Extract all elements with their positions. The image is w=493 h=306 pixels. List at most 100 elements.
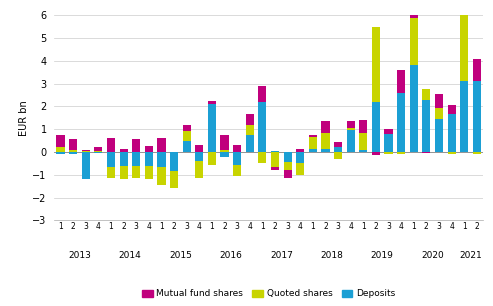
Bar <box>359 150 367 152</box>
Bar <box>385 134 392 152</box>
Bar <box>94 152 103 153</box>
Text: 2013: 2013 <box>68 251 91 260</box>
Bar <box>220 152 229 157</box>
Bar <box>435 119 443 152</box>
Bar <box>435 108 443 119</box>
Bar <box>94 147 103 151</box>
Bar <box>296 163 304 175</box>
Bar <box>473 58 481 81</box>
Bar <box>460 0 468 9</box>
Bar <box>220 150 229 152</box>
Bar <box>195 145 204 152</box>
Bar <box>195 161 204 178</box>
Bar <box>119 149 128 152</box>
Bar <box>372 102 380 152</box>
Bar <box>359 132 367 150</box>
Bar <box>397 93 405 152</box>
Bar <box>208 104 216 152</box>
Bar <box>145 152 153 166</box>
Bar <box>56 135 65 147</box>
Bar <box>372 152 380 155</box>
Bar <box>258 86 267 102</box>
Bar <box>195 152 204 161</box>
Bar <box>132 140 141 152</box>
Text: 2021: 2021 <box>459 251 482 260</box>
Bar <box>233 152 241 165</box>
Bar <box>258 102 267 152</box>
Bar <box>119 166 128 179</box>
Bar <box>473 152 481 154</box>
Bar <box>220 135 229 150</box>
Bar <box>170 171 178 188</box>
Bar <box>321 132 329 149</box>
Bar <box>145 146 153 152</box>
Bar <box>309 149 317 152</box>
Text: 2019: 2019 <box>371 251 393 260</box>
Text: 2016: 2016 <box>219 251 242 260</box>
Bar <box>321 149 329 152</box>
Bar <box>460 81 468 152</box>
Bar <box>448 105 456 114</box>
Text: 2018: 2018 <box>320 251 343 260</box>
Bar <box>233 165 241 176</box>
Bar <box>56 152 65 154</box>
Bar <box>94 151 103 152</box>
Bar <box>359 120 367 132</box>
Bar <box>334 152 342 159</box>
Bar <box>82 152 90 179</box>
Bar <box>157 167 166 185</box>
Bar <box>321 121 329 132</box>
Bar <box>296 152 304 163</box>
Bar <box>246 114 254 125</box>
Bar <box>372 27 380 102</box>
Bar <box>448 152 456 154</box>
Bar <box>208 152 216 165</box>
Bar <box>107 138 115 152</box>
Bar <box>246 125 254 135</box>
Bar <box>82 150 90 151</box>
Bar <box>435 94 443 108</box>
Bar <box>397 152 405 154</box>
Bar <box>460 9 468 81</box>
Text: 2017: 2017 <box>270 251 293 260</box>
Text: 2020: 2020 <box>422 251 444 260</box>
Bar <box>334 142 342 147</box>
Bar <box>309 135 317 137</box>
Bar <box>182 132 191 140</box>
Bar <box>309 137 317 149</box>
Bar <box>157 152 166 167</box>
Bar <box>397 70 405 93</box>
Bar <box>246 135 254 152</box>
Bar <box>385 129 392 134</box>
Bar <box>56 147 65 152</box>
Bar <box>69 150 77 152</box>
Bar <box>283 170 292 178</box>
Bar <box>473 81 481 152</box>
Bar <box>182 140 191 152</box>
Bar <box>145 166 153 179</box>
Bar <box>385 152 392 154</box>
Bar <box>69 140 77 150</box>
Bar <box>410 17 418 65</box>
Bar <box>283 162 292 170</box>
Bar <box>208 101 216 104</box>
Text: 2015: 2015 <box>169 251 192 260</box>
Bar <box>410 65 418 152</box>
Bar <box>423 89 430 99</box>
Bar <box>157 138 166 152</box>
Bar <box>448 114 456 152</box>
Bar <box>271 167 279 170</box>
Bar <box>423 99 430 152</box>
Bar <box>107 167 115 178</box>
Bar <box>283 152 292 162</box>
Bar <box>347 128 355 130</box>
Bar <box>410 0 418 17</box>
Bar <box>132 166 141 178</box>
Bar <box>119 152 128 166</box>
Bar <box>334 147 342 152</box>
Bar <box>82 151 90 152</box>
Bar <box>271 151 279 152</box>
Legend: Mutual fund shares, Quoted shares, Deposits: Mutual fund shares, Quoted shares, Depos… <box>139 286 399 302</box>
Bar <box>423 152 430 153</box>
Bar <box>258 152 267 163</box>
